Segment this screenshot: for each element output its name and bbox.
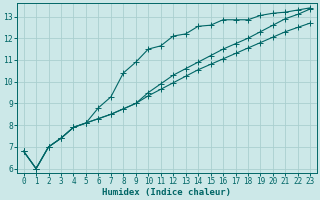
X-axis label: Humidex (Indice chaleur): Humidex (Indice chaleur) <box>102 188 231 197</box>
